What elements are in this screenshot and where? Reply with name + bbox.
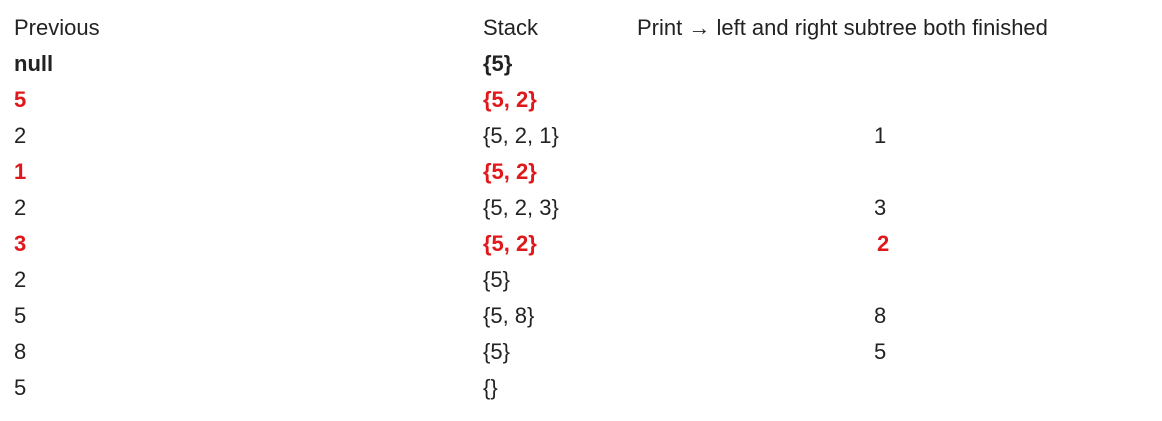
trace-rows: null {5} 5 {5, 2} 2 {5, 2, 1} 1 1 {5, 2}…	[0, 46, 1162, 406]
table-row: null {5}	[0, 46, 1162, 82]
print-cell: 3	[874, 195, 887, 220]
print-cell: 5	[874, 339, 887, 364]
stack-cell: {5, 2}	[483, 159, 537, 184]
stack-cell: {5}	[483, 267, 510, 292]
stack-cell: {5, 2, 1}	[483, 123, 559, 148]
previous-cell: 2	[14, 195, 27, 220]
stack-cell: {5, 8}	[483, 303, 535, 328]
print-cell: 2	[877, 231, 890, 256]
previous-cell: 8	[14, 339, 27, 364]
previous-cell: 5	[14, 375, 27, 400]
header-print: Print → left and right subtree both fini…	[637, 15, 1048, 40]
previous-cell: 2	[14, 123, 27, 148]
table-row: 2 {5, 2, 3} 3	[0, 190, 1162, 226]
stack-cell: {5, 2}	[483, 231, 537, 256]
print-cell: 8	[874, 303, 887, 328]
table-row: 8 {5} 5	[0, 334, 1162, 370]
stack-cell: {5, 2, 3}	[483, 195, 559, 220]
table-row: 5 {5, 2}	[0, 82, 1162, 118]
stack-cell: {5}	[483, 51, 513, 76]
header-row: Previous Stack Print → left and right su…	[0, 10, 1162, 46]
table-row: 3 {5, 2} 2	[0, 226, 1162, 262]
stack-cell: {5}	[483, 339, 510, 364]
table-row: 2 {5}	[0, 262, 1162, 298]
previous-cell: 3	[14, 231, 27, 256]
previous-cell: 5	[14, 87, 27, 112]
header-previous: Previous	[14, 15, 100, 40]
table-row: 2 {5, 2, 1} 1	[0, 118, 1162, 154]
stack-cell: {}	[483, 375, 498, 400]
header-stack: Stack	[483, 15, 539, 40]
print-cell: 1	[874, 123, 887, 148]
table-row: 1 {5, 2}	[0, 154, 1162, 190]
previous-cell: 1	[14, 159, 27, 184]
previous-cell: null	[14, 51, 54, 76]
table-row: 5 {5, 8} 8	[0, 298, 1162, 334]
previous-cell: 5	[14, 303, 27, 328]
previous-cell: 2	[14, 267, 27, 292]
stack-cell: {5, 2}	[483, 87, 537, 112]
table-row: 5 {}	[0, 370, 1162, 406]
